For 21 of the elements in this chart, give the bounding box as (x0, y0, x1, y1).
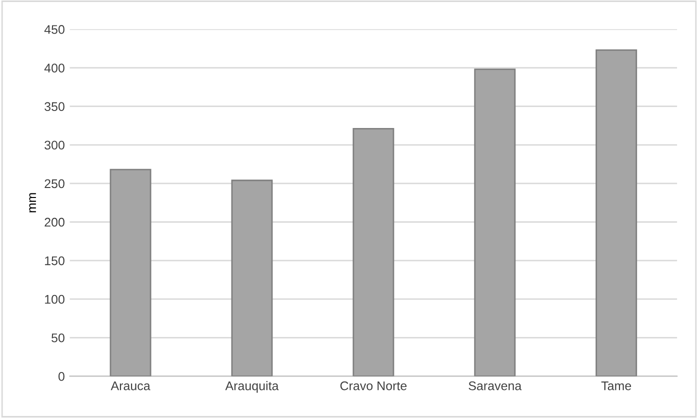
x-tick-label: Arauca (110, 382, 150, 390)
y-axis-title: mm (29, 193, 36, 212)
bar (110, 168, 152, 376)
x-tick-label: Tame (601, 382, 632, 390)
y-tick-label: 300 (44, 140, 64, 150)
y-tick-label: 400 (44, 64, 64, 72)
bar (231, 180, 273, 376)
x-tick-label: Arauquita (225, 381, 279, 393)
y-tick-label: 0 (58, 372, 64, 381)
y-tick-label: 200 (44, 218, 64, 227)
bar (474, 68, 516, 376)
y-tick-label: 250 (44, 179, 64, 188)
bar (352, 128, 394, 376)
y-tick-label: 150 (45, 256, 64, 266)
y-tick-label: 450 (44, 25, 64, 34)
y-tick-label: 50 (52, 333, 64, 342)
y-tick-label: 350 (44, 102, 64, 112)
bar (596, 49, 638, 376)
x-tick-label: Saravena (468, 381, 522, 390)
y-tick-label: 100 (45, 294, 64, 304)
x-tick-label: Cravo Norte (340, 381, 407, 390)
